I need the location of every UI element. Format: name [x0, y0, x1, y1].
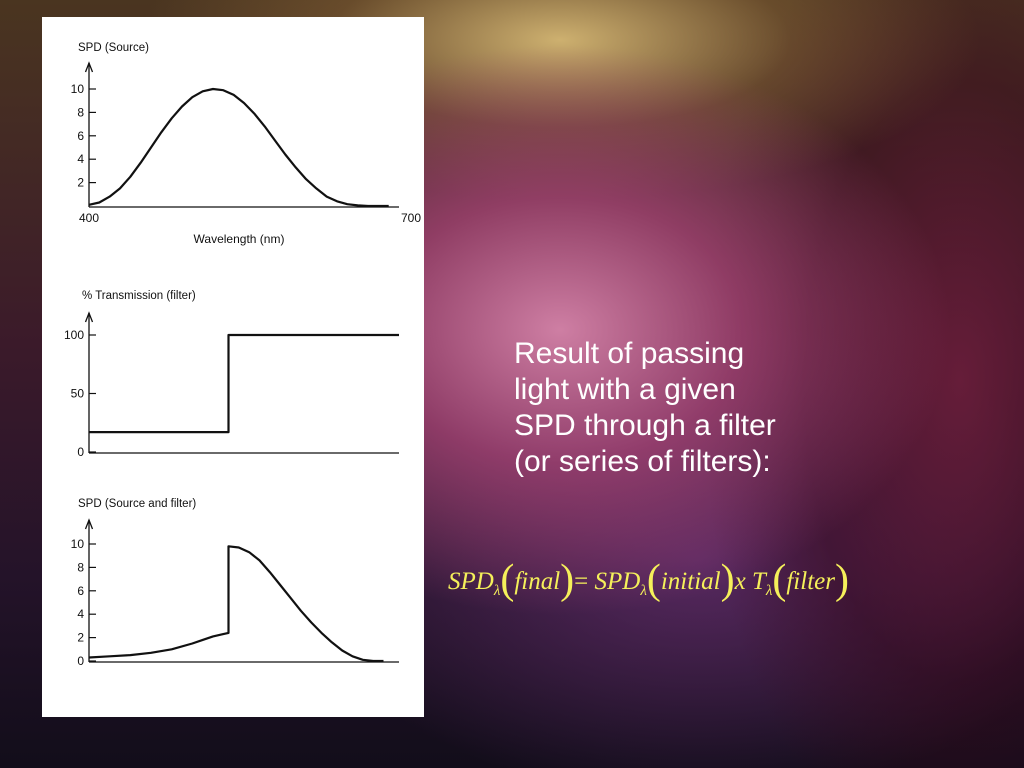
description-line: Result of passing [514, 337, 745, 370]
equation-arg-final: final [514, 568, 561, 595]
equation-paren: ( [500, 557, 515, 603]
y-tick-label: 8 [77, 560, 84, 574]
y-tick-label: 0 [77, 654, 84, 668]
equation-subscript: λ [640, 583, 647, 599]
chart-3: SPD (Source and filter) 0 2 4 6 8 10 [71, 498, 399, 668]
y-tick-label: 6 [77, 129, 84, 143]
equation-paren: ( [646, 557, 661, 603]
spd-equation: SPDλ(final)= SPDλ(initial)x Tλ(filter) [448, 557, 1008, 610]
equation-paren: ) [720, 557, 735, 603]
equation-paren: ) [834, 557, 849, 603]
y-tick-label: 10 [71, 537, 85, 551]
series-line [88, 545, 384, 663]
chart-1: SPD (Source) 2 4 6 8 10 400 700 Wavelength (nm) [71, 42, 422, 246]
y-tick-label: 10 [71, 82, 85, 96]
equation-term-spd: SPD [594, 568, 641, 595]
series-line [89, 333, 399, 434]
description-text: Result of passing light with a given SPD… [514, 336, 914, 480]
y-tick-label: 4 [77, 152, 84, 166]
equation-term-spd: SPD [448, 568, 494, 595]
y-axis-arrow [84, 518, 94, 530]
y-tick-label: 8 [77, 105, 84, 119]
equation-paren: ( [772, 557, 787, 603]
y-axis-arrow [84, 311, 94, 323]
equation-times: x [734, 568, 746, 595]
y-axis-arrow [84, 61, 94, 73]
equation-paren: ) [560, 557, 575, 603]
description-line: light with a given [514, 373, 736, 406]
chart-title: % Transmission (filter) [82, 290, 196, 302]
chart-2: % Transmission (filter) 0 50 100 [64, 290, 399, 459]
chart-title: SPD (Source and filter) [78, 498, 196, 510]
series-line [88, 87, 389, 208]
x-tick-label: 700 [401, 211, 421, 225]
y-tick-label: 100 [64, 328, 84, 342]
equation-subscript: λ [493, 583, 501, 599]
y-tick-label: 2 [77, 176, 84, 190]
description-line: SPD through a filter [514, 409, 776, 442]
equation-equals: = [574, 568, 589, 595]
equation-term-t: T [751, 568, 766, 595]
y-tick-label: 50 [71, 387, 85, 401]
equation-arg-filter: filter [786, 568, 835, 595]
chart-title: SPD (Source) [78, 42, 149, 54]
equation-arg-initial: initial [660, 568, 721, 595]
description-line: (or series of filters): [514, 445, 771, 478]
figure-panel: SPD (Source) 2 4 6 8 10 400 700 Wavelength (nm)%… [42, 17, 424, 717]
x-tick-label: 400 [79, 211, 99, 225]
x-axis-title: Wavelength (nm) [194, 232, 285, 246]
equation-subscript: λ [765, 583, 773, 599]
y-tick-label: 6 [77, 584, 84, 598]
y-tick-label: 2 [77, 631, 84, 645]
y-tick-label: 4 [77, 607, 84, 621]
y-tick-label: 0 [77, 445, 84, 459]
